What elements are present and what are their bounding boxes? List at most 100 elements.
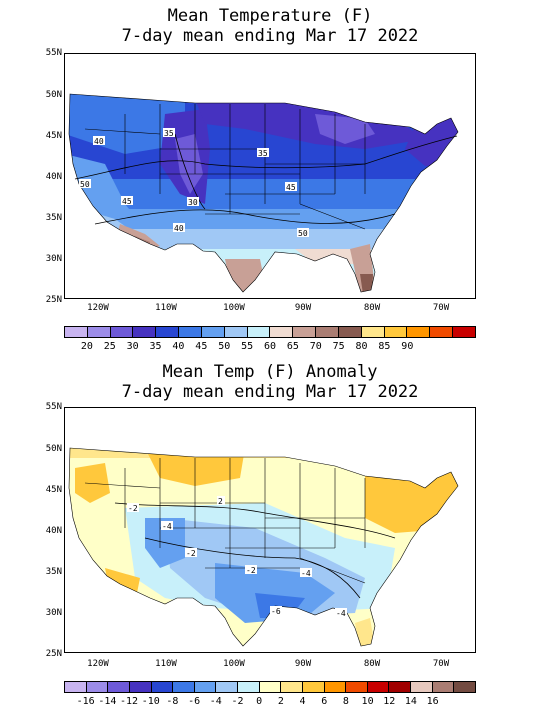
colorbar-label: 14: [404, 696, 417, 707]
map1-lat-label: 55N: [45, 48, 62, 58]
map1-contour-label: 35: [164, 129, 174, 138]
colorbar-swatch: [346, 682, 368, 692]
colorbar-swatch: [129, 682, 152, 692]
colorbar-label: 55: [241, 341, 254, 352]
colorbar-swatch: [384, 327, 408, 337]
colorbar-label: 30: [126, 341, 139, 352]
colorbar-swatch: [454, 682, 475, 692]
map1-contour-label: 50: [80, 180, 90, 189]
map1-contour-label: 45: [122, 197, 132, 206]
colorbar-label: 70: [309, 341, 322, 352]
colorbar-label: -10: [141, 696, 160, 707]
map1-lat-label: 50N: [45, 90, 62, 100]
map2-contour-label: -4: [301, 569, 311, 578]
colorbar-swatch: [179, 327, 202, 337]
map1-lat-label: 25N: [45, 295, 62, 305]
map1-lat-label: 45N: [45, 131, 62, 141]
anomaly-map-svg: 2 -2 -4 -2 -4 -6 -2 -4: [68, 447, 459, 647]
map2-contour-label: -2: [246, 566, 256, 575]
colorbar-label: -6: [188, 696, 201, 707]
colorbar-swatch: [430, 327, 454, 337]
colorbar-swatch: [156, 327, 180, 337]
map2-lon-label: 110W: [155, 659, 177, 669]
colorbar-label: 85: [378, 341, 391, 352]
colorbar-swatch: [216, 682, 238, 692]
map1-contour-label: 30: [188, 198, 198, 207]
colorbar-swatch: [270, 327, 294, 337]
colorbar-label: 4: [299, 696, 306, 707]
map1-title-line1: Mean Temperature (F): [167, 6, 373, 26]
colorbar-label: 8: [342, 696, 349, 707]
colorbar-swatch: [65, 682, 87, 692]
map2-contour-label: -4: [162, 522, 172, 531]
map2-lat-label: 50N: [45, 444, 62, 454]
colorbar-swatch: [194, 682, 217, 692]
colorbar-swatch: [411, 682, 433, 692]
colorbar-swatch: [87, 327, 111, 337]
colorbar-swatch: [151, 682, 174, 692]
map1-contour-label: 45: [286, 183, 296, 192]
map2-lon-label: 70W: [432, 659, 450, 669]
colorbar-label: 20: [80, 341, 93, 352]
map1-lon-label: 80W: [363, 303, 381, 313]
colorbar-label: -8: [166, 696, 179, 707]
colorbar-swatch: [133, 327, 157, 337]
colorbar-swatch: [201, 327, 225, 337]
colorbar-swatch: [224, 327, 248, 337]
colorbar-label: 35: [149, 341, 162, 352]
temperature-map: 40 35 35 50 45 45 30 40 50: [64, 53, 476, 299]
map1-lat-label: 35N: [45, 213, 62, 223]
colorbar-swatch: [65, 327, 88, 337]
colorbar-label: 75: [332, 341, 345, 352]
colorbar-label: -2: [231, 696, 244, 707]
colorbar-swatch: [86, 682, 109, 692]
colorbar-label: -4: [209, 696, 222, 707]
colorbar-label: 6: [321, 696, 328, 707]
map1-lat-label: 40N: [45, 172, 62, 182]
map1-lon-label: 70W: [432, 303, 450, 313]
colorbar-label: 80: [355, 341, 368, 352]
colorbar-swatch: [324, 682, 347, 692]
colorbar-label: 40: [172, 341, 185, 352]
map1-contour-label: 50: [298, 229, 308, 238]
colorbar-label: -14: [98, 696, 117, 707]
map2-lat-label: 40N: [45, 526, 62, 536]
map1-title-line2: 7-day mean ending Mar 17 2022: [121, 26, 419, 46]
map1-lon-label: 110W: [155, 303, 177, 313]
anomaly-colorbar: [64, 681, 476, 693]
colorbar-swatch: [407, 327, 431, 337]
map2-lat-label: 30N: [45, 608, 62, 618]
map1-contour-label: 35: [258, 149, 268, 158]
colorbar-swatch: [361, 327, 385, 337]
colorbar-label: 50: [218, 341, 231, 352]
temperature-map-svg: 40 35 35 50 45 45 30 40 50: [68, 93, 459, 293]
map2-lon-label: 100W: [223, 659, 245, 669]
map2-title-line1: Mean Temp (F) Anomaly: [162, 362, 378, 382]
colorbar-label: 16: [426, 696, 439, 707]
temperature-colorbar: [64, 326, 476, 338]
colorbar-swatch: [367, 682, 390, 692]
colorbar-swatch: [453, 327, 475, 337]
colorbar-swatch: [389, 682, 411, 692]
colorbar-label: 65: [286, 341, 299, 352]
colorbar-label: 60: [263, 341, 277, 352]
colorbar-swatch: [108, 682, 130, 692]
map1-contour-label: 40: [174, 224, 184, 233]
map2-lat-label: 25N: [45, 649, 62, 659]
colorbar-swatch: [302, 682, 325, 692]
map2-title-line2: 7-day mean ending Mar 17 2022: [121, 382, 419, 402]
colorbar-swatch: [281, 682, 303, 692]
colorbar-label: -12: [120, 696, 139, 707]
colorbar-label: 90: [401, 341, 414, 352]
map2-contour-label: -4: [336, 609, 346, 618]
colorbar-label: 12: [383, 696, 396, 707]
map2-lat-label: 45N: [45, 485, 62, 495]
colorbar-swatch: [432, 682, 455, 692]
colorbar-label: 45: [195, 341, 208, 352]
colorbar-swatch: [338, 327, 362, 337]
colorbar-swatch: [293, 327, 317, 337]
map2-lat-label: 35N: [45, 567, 62, 577]
map2-contour-label: -6: [271, 607, 281, 616]
colorbar-label: 0: [256, 696, 263, 707]
colorbar-label: 25: [103, 341, 116, 352]
